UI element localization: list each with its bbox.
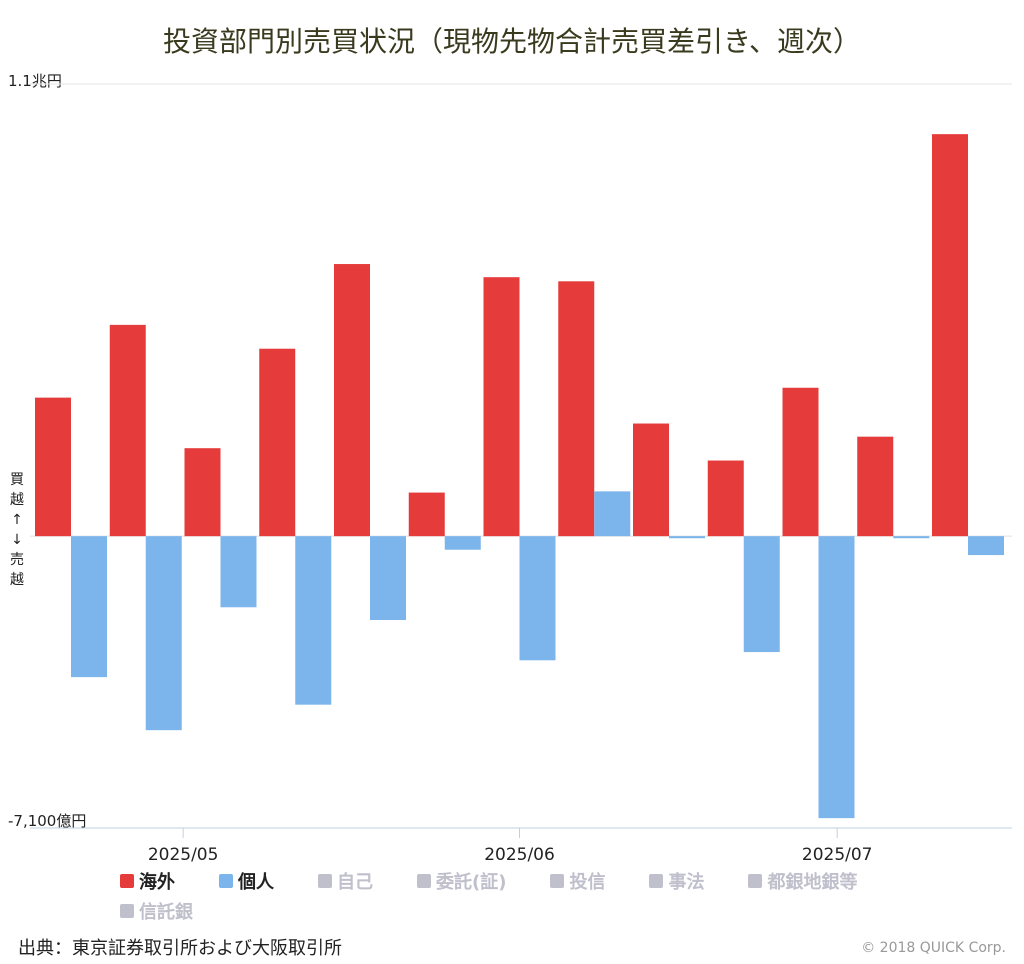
bar-海外-w13 <box>932 134 968 537</box>
legend-swatch <box>318 874 332 888</box>
bar-個人-w2 <box>145 536 182 731</box>
chart-title: 投資部門別売買状況（現物先物合計売買差引き、週次） <box>162 25 862 58</box>
legend-label: 海外 <box>139 872 175 893</box>
legend-label: 自己 <box>337 872 373 893</box>
bar-個人-w6 <box>444 536 481 550</box>
copyright: © 2018 QUICK Corp. <box>861 940 1006 956</box>
legend-item[interactable]: 自己 <box>318 866 373 896</box>
bar-海外-w8 <box>558 281 595 537</box>
bar-個人-w7 <box>519 536 556 661</box>
legend-item[interactable]: 委託(証) <box>417 866 506 896</box>
legend-item[interactable]: 海外 <box>120 866 175 896</box>
legend-item[interactable]: 投信 <box>550 866 605 896</box>
bar-個人-w3 <box>220 536 257 608</box>
bar-個人-w4 <box>295 536 332 705</box>
legend-label: 事法 <box>668 872 705 893</box>
y-axis-min-label: -7,100億円 <box>8 812 87 830</box>
y-axis-max-label: 1.1兆円 <box>8 72 62 90</box>
x-tick-label: 2025/07 <box>802 845 873 865</box>
x-tick-label: 2025/06 <box>484 845 555 865</box>
bar-海外-w10 <box>707 460 744 537</box>
bar-海外-w1 <box>35 397 71 537</box>
bar-個人-w13 <box>968 536 1004 556</box>
bar-個人-w1 <box>71 536 107 678</box>
legend-label: 都銀地銀等 <box>767 872 858 893</box>
legend-item[interactable]: 都銀地銀等 <box>748 866 857 896</box>
legend-swatch <box>120 904 134 918</box>
bar-海外-w2 <box>109 324 146 537</box>
bar-海外-w7 <box>483 277 520 537</box>
source-note: 出典：東京証券取引所および大阪取引所 <box>18 938 342 959</box>
legend-swatch <box>649 874 664 888</box>
legend-swatch <box>120 874 134 888</box>
legend-swatch <box>417 874 431 888</box>
bar-個人-w9 <box>669 536 705 539</box>
bar-海外-w4 <box>259 348 296 537</box>
buy-sell-indicator: 買 越 ↑ ↓ 売 越 <box>10 472 24 588</box>
bar-個人-w10 <box>743 536 780 653</box>
legend-item[interactable]: 個人 <box>219 866 274 896</box>
bar-個人-w5 <box>370 536 406 621</box>
bar-海外-w9 <box>633 423 669 537</box>
legend: 海外 個人 自己 委託(証) 投信 事法 都銀地銀等信託銀 <box>120 866 940 926</box>
legend-label: 委託(証) <box>436 872 507 893</box>
bar-個人-w8 <box>594 491 631 537</box>
legend-swatch <box>748 874 763 888</box>
bar-海外-w12 <box>857 436 894 537</box>
bar-海外-w3 <box>184 448 221 537</box>
legend-item[interactable]: 事法 <box>649 866 704 896</box>
legend-label: 信託銀 <box>139 902 193 923</box>
bar-個人-w12 <box>893 536 930 539</box>
x-tick-label: 2025/05 <box>148 845 219 865</box>
bar-海外-w5 <box>334 264 370 537</box>
legend-swatch <box>550 874 565 888</box>
legend-label: 投信 <box>569 872 606 893</box>
legend-item[interactable]: 信託銀 <box>120 896 193 926</box>
bar-個人-w11 <box>818 536 855 819</box>
bar-海外-w6 <box>408 492 445 537</box>
legend-swatch <box>219 874 233 888</box>
bar-海外-w11 <box>782 387 819 537</box>
legend-label: 個人 <box>238 872 274 893</box>
